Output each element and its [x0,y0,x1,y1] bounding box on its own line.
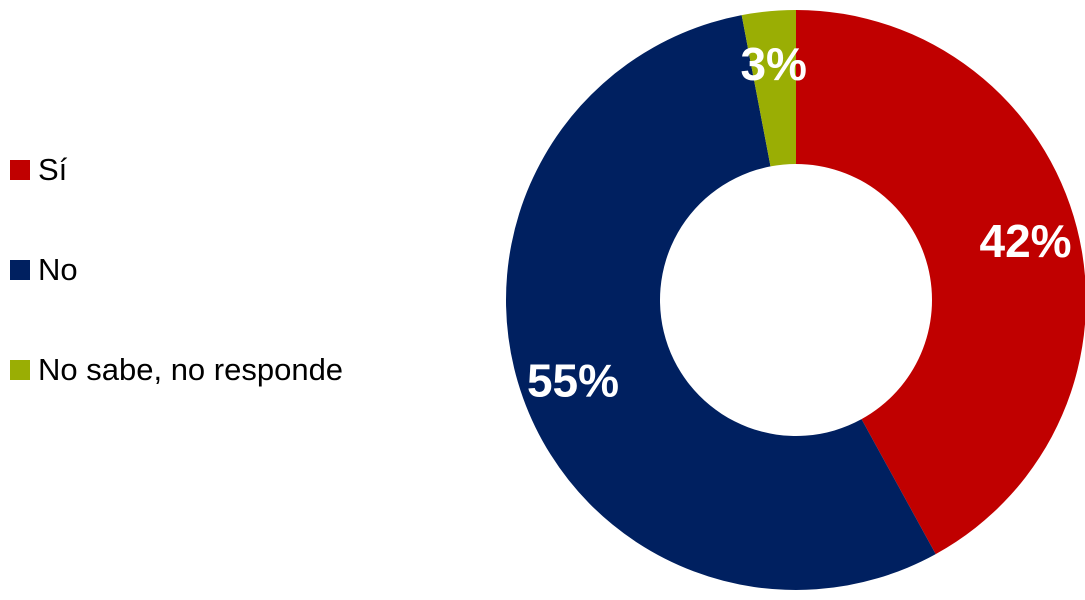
legend-swatch-no [10,260,30,280]
legend-label-si: Sí [38,152,68,187]
donut-slice-2 [741,10,796,167]
chart-legend: Sí No No sabe, no responde [10,145,480,395]
legend-swatch-no-sabe [10,360,30,380]
legend-item-no: No [10,245,480,295]
donut-slice-label-2: 3% [740,38,806,90]
donut-slice-label-1: 55% [527,354,619,406]
legend-label-no: No [38,252,78,287]
legend-item-no-sabe: No sabe, no responde [10,345,480,395]
legend-label-no-sabe: No sabe, no responde [38,352,344,387]
donut-slice-labels: 42% 55% 3% [527,38,1072,406]
donut-slice-0 [796,10,1085,555]
legend-item-si: Sí [10,145,480,195]
donut-slice-1 [506,15,936,590]
legend-swatch-si [10,160,30,180]
donut-slices [506,10,1085,590]
donut-slice-label-0: 42% [980,215,1072,267]
